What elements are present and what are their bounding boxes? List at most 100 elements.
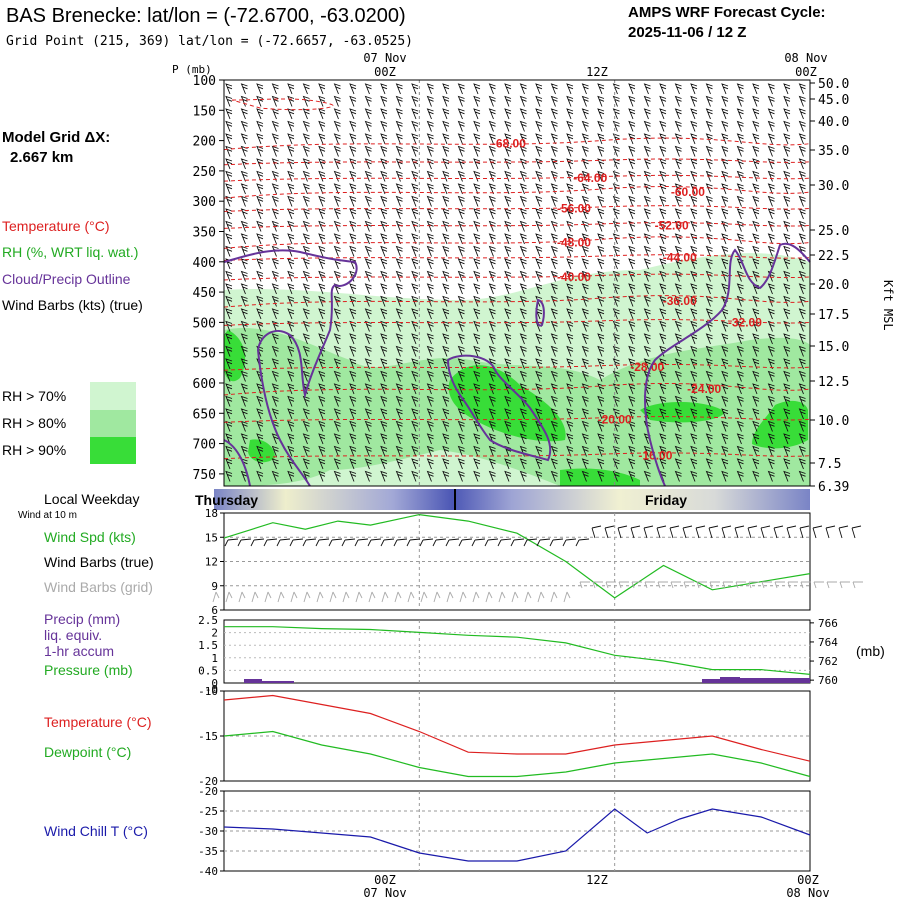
y-tick-label: -40: [198, 865, 218, 878]
precip-bar: [262, 681, 294, 683]
height-tick-label: 30.0: [818, 179, 849, 194]
cloud-outline: [223, 249, 358, 487]
y-tick-label: 2.5: [198, 614, 218, 627]
y-tick-label: -15: [198, 730, 218, 743]
isotherm-label: -44.00: [663, 251, 697, 265]
legend-wind-chill: Wind Chill T (°C): [44, 823, 148, 839]
pressure-tick-label: 650: [193, 407, 216, 422]
legend-pressure: Pressure (mb): [44, 662, 133, 678]
pressure-tick-label: 150: [193, 104, 216, 119]
legend-wind-speed: Wind Spd (kts): [44, 529, 136, 545]
wind-chill-line: [223, 808, 811, 862]
y-tick-label: -20: [198, 775, 218, 788]
wind-barb-field: [225, 83, 806, 482]
grid-wind-barbs: [212, 581, 863, 603]
precip-bar: [702, 679, 720, 683]
pressure-tick-label: 350: [193, 225, 216, 240]
cycle-line-2: 2025-11-06 / 12 Z: [628, 24, 746, 41]
height-tick-label: 20.0: [818, 278, 849, 293]
legend-cloud: Cloud/Precip Outline: [2, 271, 131, 287]
legend-rh80: RH > 80%: [2, 415, 66, 431]
legend-liq: liq. equiv.: [44, 627, 102, 643]
height-tick-label: 35.0: [818, 144, 849, 159]
legend-rh: RH (%, WRT liq. wat.): [2, 244, 138, 260]
model-grid-label: Model Grid ΔX:: [2, 129, 110, 146]
legend-wind-barbs-grid: Wind Barbs (grid): [44, 579, 153, 595]
pressure-tick-label: 700: [193, 438, 216, 453]
isotherm-label: -36.00: [663, 294, 697, 308]
cloud-outlines: [223, 242, 811, 487]
top-hour-3: 00Z: [795, 65, 817, 79]
height-tick-label: 50.0: [818, 77, 849, 92]
model-grid-value: 2.667 km: [10, 149, 73, 166]
pressure-tick-label: 300: [193, 195, 216, 210]
bottom-date-1: 07 Nov: [363, 886, 406, 900]
wind-height-label: Wind at 10 m: [18, 510, 77, 521]
height-tick-label: 7.5: [818, 457, 841, 472]
y-tick-label: 2: [211, 627, 218, 640]
cloud-outline: [446, 354, 552, 462]
dewpoint-line: [223, 730, 811, 778]
precip-pressure-panel: 2.521.510.50-0 766 764 762 760: [198, 614, 838, 696]
wind-panel: 18 15 12 9 6: [205, 507, 863, 617]
y-tick-label: 0: [211, 677, 218, 690]
isotherm-label: -16.00: [638, 449, 672, 463]
pressure-unit: (mb): [856, 643, 885, 659]
top-date-1: 07 Nov: [363, 51, 406, 65]
bottom-hour-1: 00Z: [374, 873, 396, 887]
y-tick-label: 15: [205, 531, 218, 544]
height-tick-label: 15.0: [818, 340, 849, 355]
pressure-tick-label: 100: [193, 74, 216, 89]
y-tick-label: -10: [198, 685, 218, 698]
legend-temperature: Temperature (°C): [2, 218, 110, 234]
pressure-tick-label: 750: [193, 468, 216, 483]
precip-bar: [740, 678, 810, 683]
legend-precip: Precip (mm): [44, 611, 120, 627]
isotherm-label: -64.00: [573, 171, 607, 185]
height-tick-label: 6.39: [818, 480, 849, 495]
y-tick-label: -35: [198, 845, 218, 858]
bottom-date-2: 08 Nov: [786, 886, 829, 900]
wind-chill-panel: -20 -25 -30 -35 -40: [198, 785, 811, 878]
isotherm-label: -60.00: [671, 185, 705, 199]
pressure-tick-label: 450: [193, 286, 216, 301]
height-tick-label: 25.0: [818, 224, 849, 239]
wind-speed-line: [223, 513, 811, 599]
y-right-tick-label: 762: [818, 655, 838, 668]
top-hour-1: 00Z: [374, 65, 396, 79]
legend-rh70: RH > 70%: [2, 388, 66, 404]
legend-swatch-rh70: [90, 382, 136, 410]
weekday-right: Friday: [645, 492, 687, 508]
true-wind-barbs: [224, 525, 862, 547]
precip-bar: [720, 677, 740, 683]
y-right-tick-label: 766: [818, 617, 838, 630]
isotherm-label: -56.00: [557, 201, 591, 215]
bottom-hour-2: 12Z: [586, 873, 608, 887]
y-tick-label: -20: [198, 785, 218, 798]
y-tick-label: 1: [211, 652, 218, 665]
weekday-label: Local Weekday: [44, 491, 139, 507]
y-axis-label: P (mb): [172, 63, 212, 76]
pressure-tick-label: 600: [193, 377, 216, 392]
y-tick-label: 18: [205, 507, 218, 520]
wind-barbs: [225, 83, 806, 482]
weekday-bar: [214, 489, 810, 510]
y-tick-label: -25: [198, 805, 218, 818]
isotherm-label: -48.00: [557, 235, 591, 249]
isotherm-label: -20.00: [598, 412, 632, 426]
weekday-left: Thursday: [195, 492, 258, 508]
height-tick-label: 22.5: [818, 249, 849, 264]
cycle-line-1: AMPS WRF Forecast Cycle:: [628, 4, 826, 21]
legend-swatch-rh80: [90, 410, 136, 437]
legend-wind-barbs-true: Wind Barbs (true): [44, 554, 154, 570]
station-title: BAS Brenecke: lat/lon = (-72.6700, -63.0…: [6, 5, 406, 27]
y-right-tick-label: 760: [818, 674, 838, 687]
isotherm-label: -28.00: [630, 360, 664, 374]
height-tick-label: 10.0: [818, 414, 849, 429]
pressure-tick-label: 200: [193, 135, 216, 150]
rh90-region: [752, 400, 808, 449]
temperature-panel: -10 -15 -20: [198, 685, 811, 788]
isotherm-cold-pocket: [231, 98, 334, 111]
grid-point: Grid Point (215, 369) lat/lon = (-72.665…: [6, 34, 413, 49]
pressure-tick-label: 400: [193, 256, 216, 271]
